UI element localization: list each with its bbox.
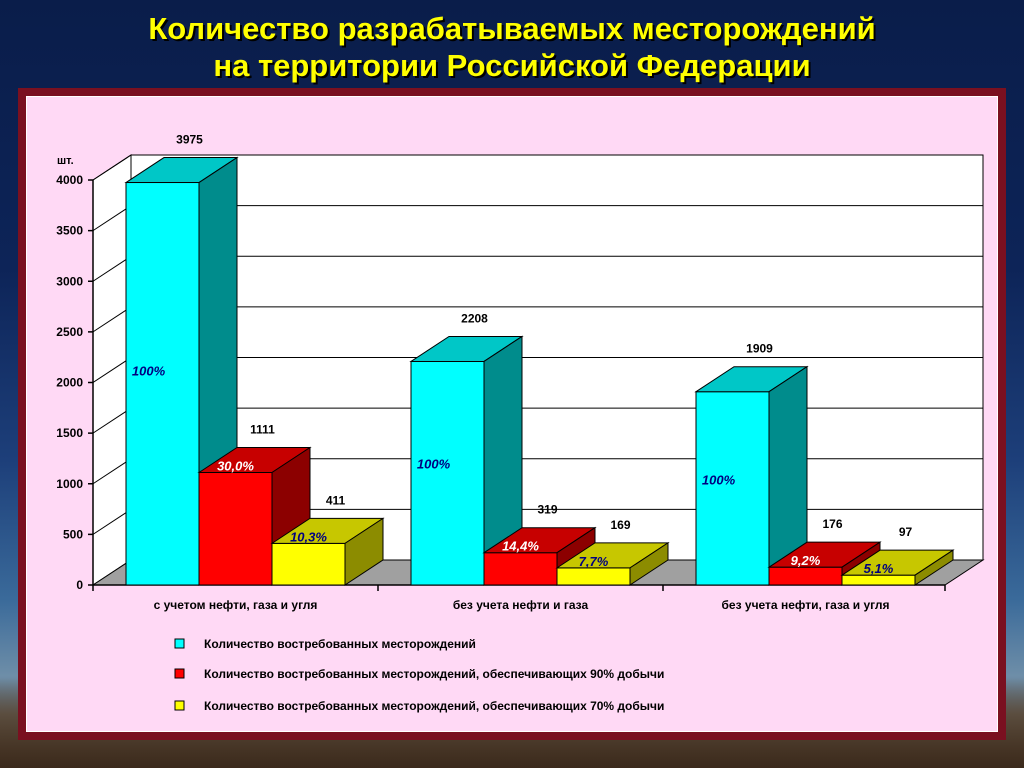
y-tick-label: 4000 xyxy=(56,173,83,187)
legend-label: Количество востребованных месторождений,… xyxy=(204,667,664,681)
percent-label: 9,2% xyxy=(791,553,821,568)
legend-swatch xyxy=(174,700,185,711)
percent-label: 100% xyxy=(132,364,166,379)
gridline-side xyxy=(92,255,132,282)
value-label: 319 xyxy=(537,503,557,517)
bar-front xyxy=(695,391,770,586)
value-label: 176 xyxy=(822,517,842,531)
legend-swatch xyxy=(174,668,185,679)
y-tick-label: 2000 xyxy=(56,376,83,390)
value-label: 411 xyxy=(326,493,346,507)
bar xyxy=(555,541,670,586)
title-line-2: на территории Российской Федерации xyxy=(213,48,811,83)
bar-front xyxy=(768,566,843,586)
percent-label: 30,0% xyxy=(217,459,254,474)
value-label: 2208 xyxy=(461,311,488,325)
bar xyxy=(409,335,524,586)
legend-swatch xyxy=(174,638,185,649)
value-label: 1909 xyxy=(746,342,773,356)
gridline-side xyxy=(92,357,132,383)
y-tick-label: 1500 xyxy=(56,426,83,440)
bar-side xyxy=(344,517,384,586)
bar-side xyxy=(914,549,954,586)
bar-front xyxy=(483,552,558,586)
y-tick-label: 1000 xyxy=(56,477,83,491)
x-category-label: без учета нефти, газа и угля xyxy=(722,598,890,612)
legend-item: Количество востребованных месторождений,… xyxy=(174,699,664,713)
value-label: 1111 xyxy=(250,423,275,437)
bar-front xyxy=(125,182,200,586)
legend-label: Количество востребованных месторождений,… xyxy=(204,699,664,713)
y-tick-label: 500 xyxy=(63,527,83,541)
legend-item: Количество востребованных месторождений xyxy=(174,637,476,651)
bar xyxy=(840,549,955,586)
gridline-side xyxy=(92,407,132,434)
percent-label: 100% xyxy=(702,472,736,487)
y-tick-label: 2500 xyxy=(56,325,83,339)
bar xyxy=(270,517,385,586)
gridline-side xyxy=(92,508,132,535)
legend-item: Количество востребованных месторождений,… xyxy=(174,667,664,681)
bar-front xyxy=(271,542,346,586)
bar-front xyxy=(556,567,631,586)
bar-front xyxy=(841,574,916,586)
percent-label: 14,4% xyxy=(502,539,539,554)
gridline-side xyxy=(92,458,132,485)
y-unit-label: шт. xyxy=(57,155,74,167)
value-label: 97 xyxy=(899,525,913,539)
gridline-side xyxy=(92,306,132,333)
bar xyxy=(694,365,809,586)
percent-label: 100% xyxy=(417,457,451,472)
bar-front xyxy=(198,472,273,586)
x-category-label: без учета нефти и газа xyxy=(453,598,589,612)
y-tick-label: 3500 xyxy=(56,224,83,238)
bar-front xyxy=(410,360,485,586)
y-tick-label: 0 xyxy=(76,578,83,592)
value-label: 3975 xyxy=(176,133,203,147)
gridline-side xyxy=(92,154,132,181)
percent-label: 10,3% xyxy=(290,529,327,544)
x-category-label: с учетом нефти, газа и угля xyxy=(154,598,318,612)
percent-label: 7,7% xyxy=(579,554,609,569)
bar-side xyxy=(629,541,669,586)
value-label: 169 xyxy=(610,518,630,532)
title-line-1: Количество разрабатываемых месторождений xyxy=(148,11,876,46)
legend-label: Количество востребованных месторождений xyxy=(204,637,476,651)
slide-title: Количество разрабатываемых месторождений… xyxy=(0,10,1024,84)
percent-label: 5,1% xyxy=(864,561,894,576)
y-tick-label: 3000 xyxy=(56,274,83,288)
gridline-side xyxy=(92,205,132,232)
